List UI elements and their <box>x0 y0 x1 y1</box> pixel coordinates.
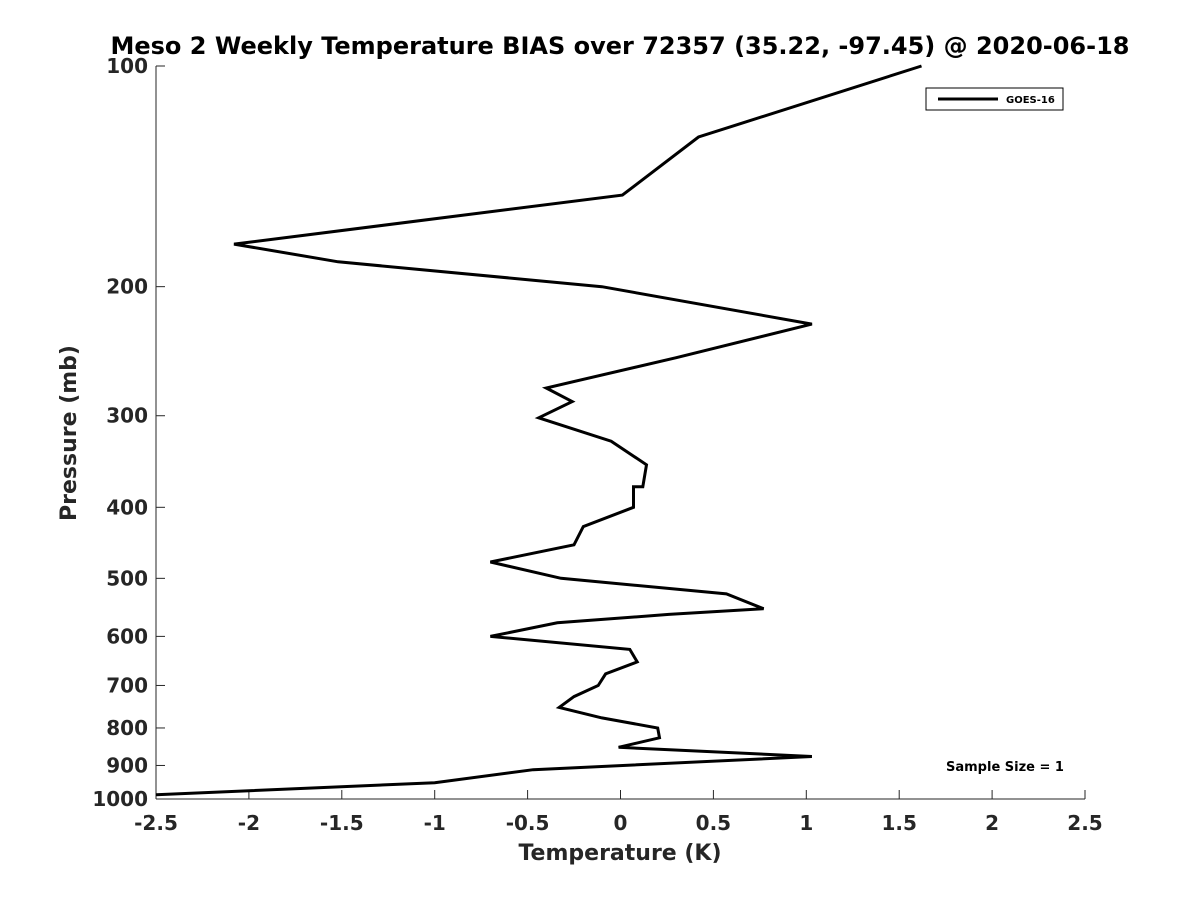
x-tick-label: -2 <box>238 811 260 835</box>
y-tick-label: 100 <box>106 54 148 78</box>
y-tick-label: 500 <box>106 566 148 590</box>
x-tick-label: -2.5 <box>134 811 178 835</box>
x-tick-label: 1 <box>799 811 813 835</box>
x-tick-label: 0.5 <box>696 811 731 835</box>
legend: GOES-16 <box>925 87 1064 111</box>
x-tick-label: 2 <box>985 811 999 835</box>
x-tick-label: 0 <box>614 811 628 835</box>
series-group <box>156 64 922 797</box>
y-tick-label: 600 <box>106 624 148 648</box>
y-axis: 100 200 300 400 500 600 700 800 900 1000 <box>92 54 165 811</box>
y-tick-label: 300 <box>106 404 148 428</box>
x-axis-label: Temperature (K) <box>518 841 721 866</box>
y-axis-label: Pressure (mb) <box>57 345 82 521</box>
y-tick-label: 900 <box>106 753 148 777</box>
x-tick-label: -1.5 <box>320 811 364 835</box>
x-tick-label: 1.5 <box>881 811 916 835</box>
y-tick-label: 1000 <box>92 787 148 811</box>
x-tick-label: -0.5 <box>506 811 550 835</box>
series-line-goes-16 <box>156 64 922 797</box>
chart-title: Meso 2 Weekly Temperature BIAS over 7235… <box>110 32 1129 60</box>
legend-label: GOES-16 <box>1006 95 1055 106</box>
y-tick-label: 800 <box>106 716 148 740</box>
x-tick-label: 2.5 <box>1067 811 1102 835</box>
y-tick-label: 200 <box>106 275 148 299</box>
y-tick-label: 400 <box>106 495 148 519</box>
y-tick-label: 700 <box>106 673 148 697</box>
x-tick-label: -1 <box>424 811 446 835</box>
x-axis: -2.5 -2 -1.5 -1 -0.5 0 0.5 1 1.5 2 2.5 <box>134 790 1103 835</box>
sample-size-annotation: Sample Size = 1 <box>946 760 1064 775</box>
